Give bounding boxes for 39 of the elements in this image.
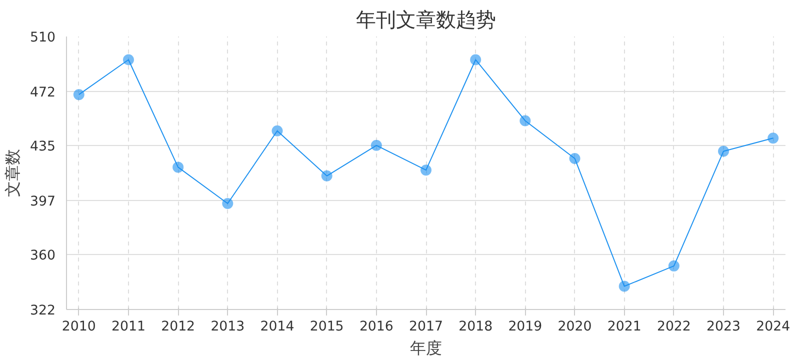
point <box>618 280 630 292</box>
y-tick-label: 360 <box>30 248 56 264</box>
point <box>569 152 580 164</box>
point <box>222 198 234 209</box>
x-tick-label: 2018 <box>458 320 493 334</box>
point <box>122 54 134 66</box>
x-tick-label: 2014 <box>260 320 294 334</box>
chart-title: 年刊文章数趋势 <box>356 8 496 32</box>
x-tick-label: 2024 <box>756 320 790 334</box>
point <box>321 170 332 182</box>
x-tick-label: 2022 <box>656 320 691 334</box>
y-axis-title: 文章数 <box>3 149 22 197</box>
x-tick-label: 2017 <box>409 320 443 334</box>
point <box>668 260 680 272</box>
x-tick-label: 2015 <box>310 320 344 334</box>
x-tick-label: 2016 <box>359 320 394 334</box>
y-tick-label: 322 <box>30 304 56 318</box>
y-tick-label: 397 <box>30 194 56 210</box>
point <box>718 146 730 157</box>
point <box>172 162 184 173</box>
x-tick-label: 2019 <box>508 320 542 334</box>
x-tick-label: 2011 <box>112 320 146 334</box>
point <box>73 89 84 100</box>
x-tick-label: 2010 <box>62 320 96 334</box>
y-tick-label: 435 <box>30 139 56 154</box>
y-tick-label: 510 <box>30 30 56 46</box>
point <box>520 115 531 126</box>
x-tick-label: 2020 <box>558 320 592 334</box>
x-axis-title: 年度 <box>410 338 442 358</box>
point <box>768 132 779 144</box>
x-tick-label: 2012 <box>161 320 196 334</box>
point <box>370 140 382 151</box>
x-tick-label: 2013 <box>210 320 245 334</box>
y-tick-label: 472 <box>30 86 56 101</box>
x-tick-label: 2021 <box>607 320 642 334</box>
point <box>420 164 432 176</box>
point <box>470 54 482 66</box>
x-tick-label: 2023 <box>706 320 740 334</box>
point <box>272 125 283 136</box>
